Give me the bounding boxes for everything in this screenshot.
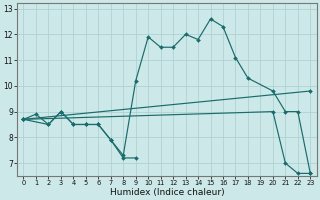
X-axis label: Humidex (Indice chaleur): Humidex (Indice chaleur) [109, 188, 224, 197]
